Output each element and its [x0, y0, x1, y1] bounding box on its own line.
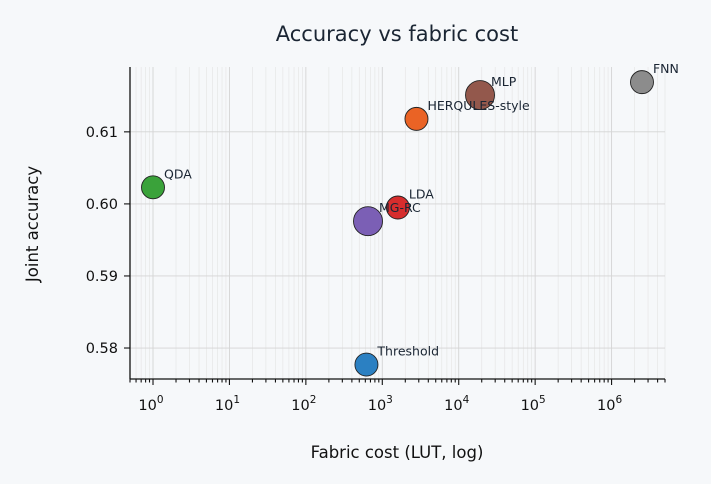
- x-tick-exponent: 2: [310, 394, 317, 406]
- x-tick-exponent: 1: [233, 394, 240, 406]
- x-axis-label: Fabric cost (LUT, log): [311, 443, 484, 462]
- y-tick-label: 0.60: [86, 197, 118, 213]
- label-mlp: MLP: [491, 74, 517, 89]
- label-mg-rc: MG-RC: [379, 200, 421, 215]
- x-tick-label: 103: [368, 394, 393, 414]
- point-threshold: [354, 352, 379, 377]
- x-tick-label: 106: [597, 394, 622, 414]
- x-tick-exponent: 5: [539, 394, 546, 406]
- x-tick-exponent: 0: [157, 394, 164, 406]
- x-tick-label: 104: [444, 394, 469, 414]
- label-threshold: Threshold: [376, 344, 439, 359]
- point-fnn: [630, 70, 654, 95]
- x-tick-exponent: 3: [386, 394, 393, 406]
- label-lda: LDA: [409, 187, 434, 202]
- label-fnn: FNN: [653, 61, 679, 76]
- point-mg-rc: [353, 206, 383, 237]
- x-tick-label: 105: [521, 394, 546, 414]
- data-points: [141, 70, 654, 377]
- y-tick-label: 0.61: [86, 125, 118, 141]
- y-axis-label: Joint accuracy: [23, 166, 42, 283]
- x-tick-label: 101: [215, 394, 240, 414]
- label-qda: QDA: [164, 166, 192, 181]
- y-tick-label: 0.58: [86, 341, 118, 357]
- x-tick-base: 10: [291, 398, 309, 414]
- x-tick-exponent: 4: [463, 394, 470, 406]
- grid: [129, 67, 666, 379]
- y-tick-label: 0.59: [86, 269, 118, 285]
- axes: [129, 67, 665, 380]
- x-tick-label: 102: [291, 394, 316, 414]
- point-mlp: [465, 80, 495, 111]
- x-tick-base: 10: [597, 398, 615, 414]
- x-tick-label: 100: [138, 394, 163, 414]
- point-lda: [385, 195, 410, 220]
- point-qda: [141, 175, 165, 200]
- chart-title: Accuracy vs fabric cost: [276, 22, 518, 46]
- label-herqules-style: HERQULES-style: [427, 98, 530, 113]
- x-tick-base: 10: [444, 398, 462, 414]
- x-tick-base: 10: [521, 398, 539, 414]
- x-tick-exponent: 6: [615, 394, 622, 406]
- point-herqules-style: [404, 106, 429, 131]
- x-tick-base: 10: [368, 398, 386, 414]
- x-tick-base: 10: [138, 398, 156, 414]
- x-tick-base: 10: [215, 398, 233, 414]
